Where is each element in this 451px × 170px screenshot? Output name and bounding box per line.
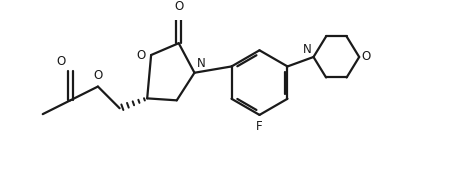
Text: O: O bbox=[93, 69, 102, 82]
Text: O: O bbox=[174, 0, 183, 13]
Text: N: N bbox=[303, 43, 311, 56]
Text: F: F bbox=[256, 120, 262, 133]
Text: O: O bbox=[361, 50, 370, 63]
Text: N: N bbox=[196, 57, 205, 70]
Text: O: O bbox=[136, 48, 145, 62]
Text: O: O bbox=[56, 55, 65, 68]
